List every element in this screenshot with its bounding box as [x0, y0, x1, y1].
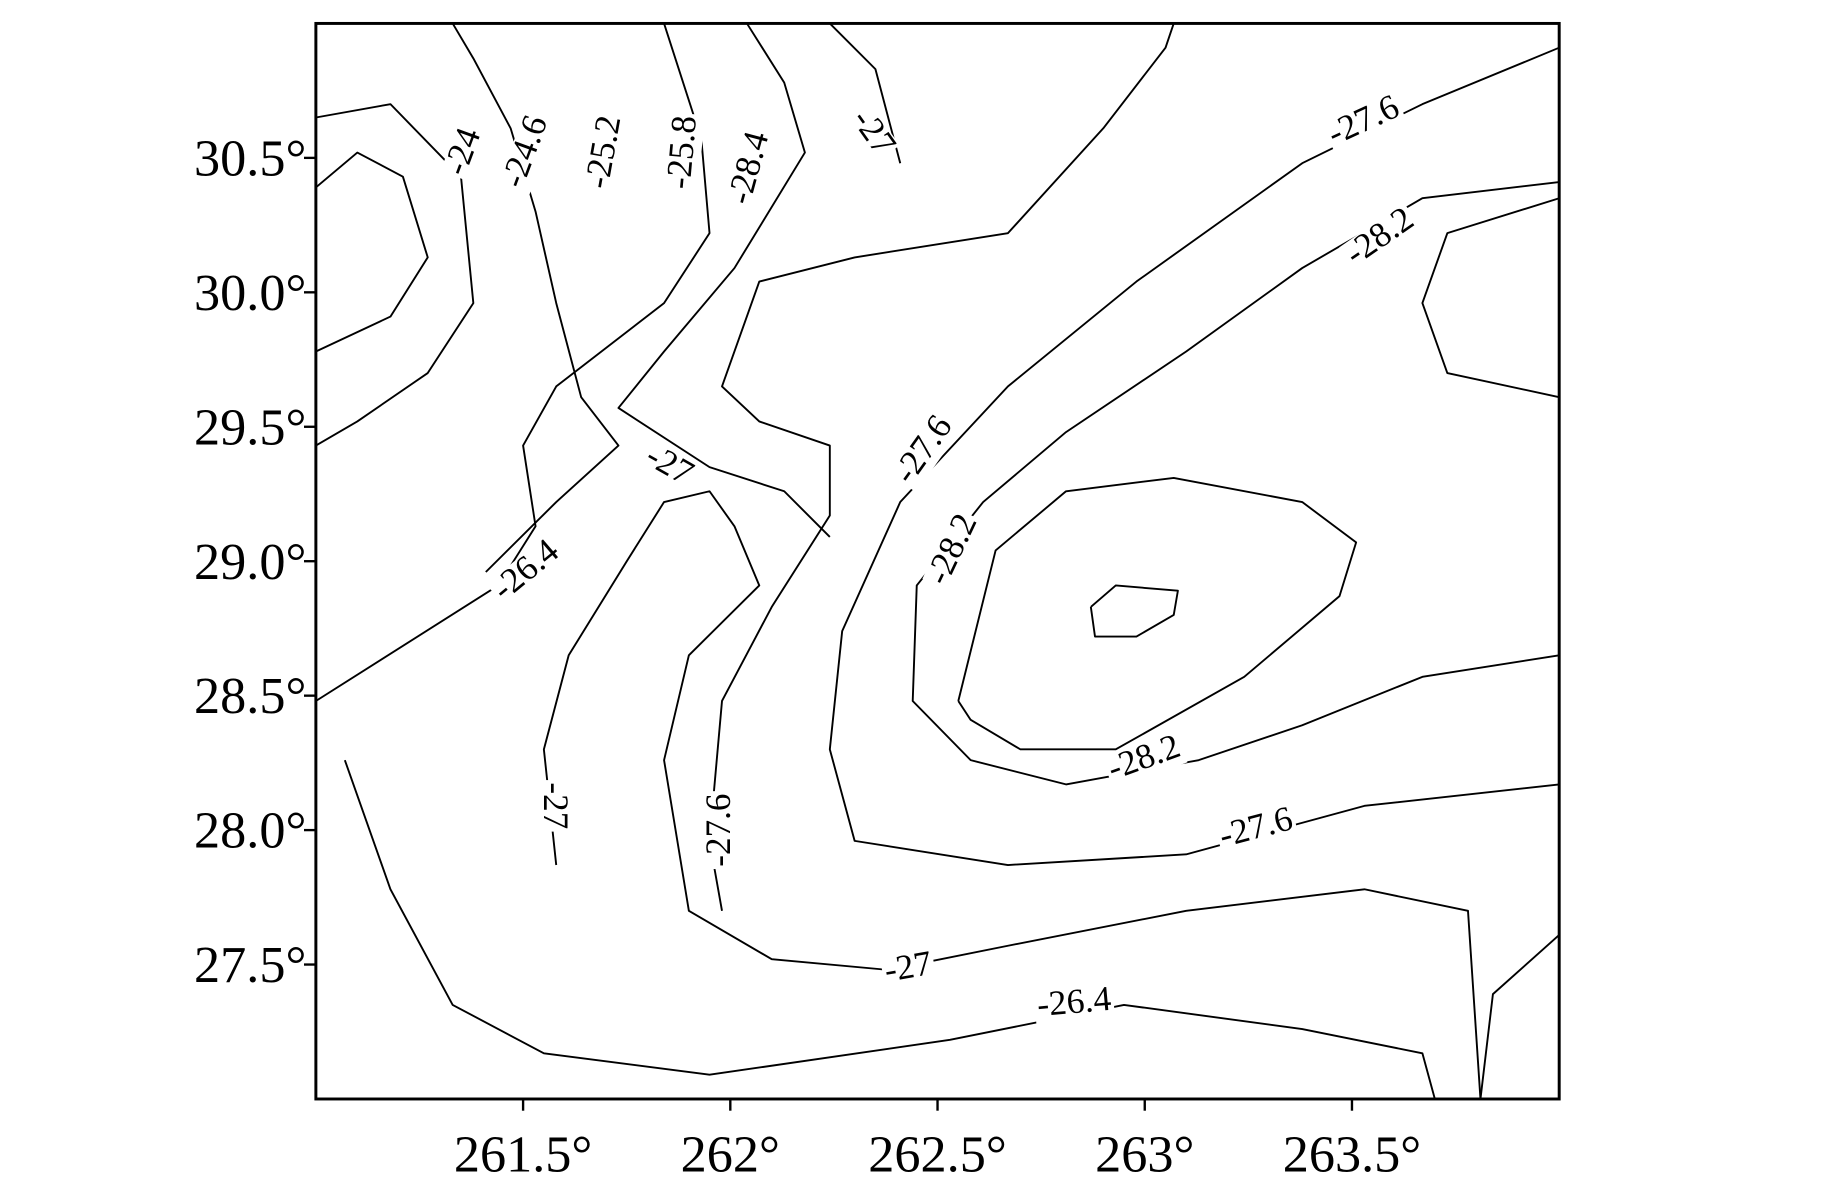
contour-label-bg: [888, 409, 962, 493]
contour-label: -26.4: [1033, 978, 1116, 1025]
y-tick-label: 30.0°: [194, 265, 306, 322]
contour-label-bg: [1339, 202, 1423, 275]
x-tick-label: 262.5°: [868, 1127, 1006, 1181]
contour-line: [542, 490, 1482, 1100]
contour-label-text: -25.8: [658, 114, 705, 190]
x-tick-label: 262°: [681, 1127, 780, 1181]
contour-line: [957, 476, 1358, 751]
x-tick-label: 263.5°: [1283, 1127, 1421, 1181]
y-tick-label: 29.5°: [194, 400, 306, 457]
contour-label: -25.8: [658, 112, 705, 193]
axes: 261.5° 262° 262.5° 263° 263.5° 27.5° 28.0° 28.5…: [194, 131, 1421, 1181]
x-tick-label: 263°: [1095, 1127, 1194, 1181]
contour-label-bg: [664, 112, 705, 193]
contour-label-text: -27.6: [698, 794, 738, 867]
contour-label-bg: [582, 111, 630, 194]
contour-label-bg: [922, 508, 986, 593]
contour-label-bg: [637, 440, 700, 495]
contour-line: [911, 181, 1560, 786]
contour-line: [828, 46, 1560, 866]
contour-line: [1089, 584, 1179, 638]
contour-line: [451, 22, 620, 573]
contour-line: [1479, 934, 1560, 1100]
contour-label-bg: [724, 126, 778, 211]
contour-line: [315, 103, 475, 447]
x-tick-label: 261.5°: [454, 1127, 592, 1181]
contour-line: [829, 22, 902, 164]
y-tick-label: 30.5°: [194, 131, 306, 188]
contour-label-text: -27: [881, 942, 935, 989]
contour-label-bg: [486, 534, 569, 610]
contour-label-bg: [1033, 985, 1116, 1025]
contour-label: -27: [535, 780, 576, 832]
y-tick-label: 29.0°: [194, 534, 306, 591]
y-tick-label: 28.0°: [194, 803, 306, 860]
contour-line: [1421, 197, 1560, 399]
contour-label-bg: [879, 949, 938, 991]
y-tick-label: 27.5°: [194, 937, 306, 994]
contour-label-bg: [705, 791, 739, 870]
contour-label-text: -26.4: [1035, 978, 1113, 1024]
contour-label-bg: [842, 103, 900, 165]
contour-label: -27: [879, 942, 938, 991]
contour-label-bg: [1321, 91, 1408, 155]
contour-label-bg: [1101, 731, 1188, 789]
contour-line: [617, 22, 831, 538]
contour-line: [708, 23, 1175, 911]
contour-labels: -24 -24.6 -25.2 -25.8 -28.4 -27 -27.6-28.2-27-…: [434, 86, 1423, 1025]
contour-label-bg: [1214, 804, 1300, 857]
contour-label: -27.6: [698, 791, 739, 870]
contour-label-text: -27: [536, 782, 576, 829]
contour-label-bg: [535, 780, 569, 832]
y-tick-label: 28.5°: [194, 669, 306, 726]
contour-label-bg: [498, 110, 557, 195]
contour-line: [315, 151, 429, 353]
plot-frame: [314, 21, 1561, 1101]
contour-line: [343, 759, 1436, 1100]
contour-label-bg: [440, 122, 490, 183]
